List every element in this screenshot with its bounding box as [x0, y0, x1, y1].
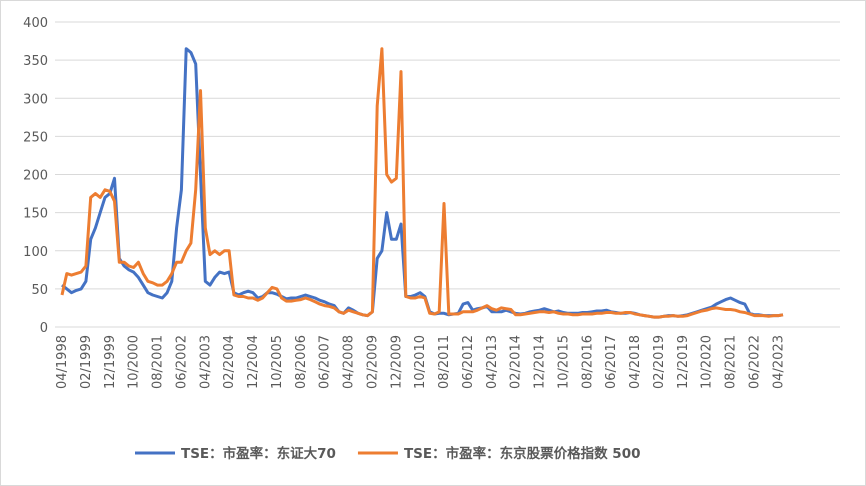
x-tick-label: 10/2005: [270, 335, 285, 389]
x-tick-label: 08/2006: [294, 335, 309, 389]
x-tick-label: 12/2019: [676, 335, 691, 389]
legend: TSE：市盈率：东证大70 TSE：市盈率：东京股票价格指数 500: [135, 445, 641, 462]
y-tick-label: 50: [31, 283, 48, 298]
x-tick-label: 06/2022: [747, 335, 762, 389]
x-tick-label: 10/2010: [413, 335, 428, 389]
x-tick-label: 12/2009: [389, 335, 404, 389]
x-tick-label: 02/2014: [509, 335, 524, 389]
x-tick-label: 08/2016: [580, 335, 595, 389]
legend-label: TSE：市盈率：东证大70: [181, 445, 336, 462]
legend-label: TSE：市盈率：东京股票价格指数 500: [404, 445, 641, 462]
x-tick-label: 12/1999: [103, 335, 118, 389]
y-tick-label: 150: [23, 207, 48, 222]
x-tick-label: 08/2011: [437, 335, 452, 389]
x-tick-label: 04/2023: [771, 335, 786, 389]
x-tick-label: 10/2015: [556, 335, 571, 389]
x-tick-label: 10/2000: [127, 335, 142, 389]
x-tick-label: 02/2019: [652, 335, 667, 389]
x-tick-label: 12/2014: [533, 335, 548, 389]
x-tick-label: 02/2009: [365, 335, 380, 389]
y-tick-label: 200: [23, 169, 48, 184]
x-tick-label: 12/2004: [246, 335, 261, 389]
x-tick-label: 08/2021: [724, 335, 739, 389]
x-tick-label: 04/2013: [485, 335, 500, 389]
x-tick-label: 02/2004: [222, 335, 237, 389]
x-tick-label: 06/2002: [174, 335, 189, 389]
x-tick-label: 04/2018: [628, 335, 643, 389]
x-tick-label: 04/2003: [198, 335, 213, 389]
x-tick-label: 06/2012: [461, 335, 476, 389]
x-tick-label: 10/2020: [700, 335, 715, 389]
x-tick-label: 04/2008: [342, 335, 357, 389]
y-tick-label: 300: [23, 92, 48, 107]
y-tick-label: 400: [23, 16, 48, 31]
x-tick-label: 02/1999: [79, 335, 94, 389]
y-tick-label: 0: [40, 321, 48, 336]
x-tick-label: 06/2017: [604, 335, 619, 389]
x-tick-label: 08/2001: [151, 335, 166, 389]
x-tick-label: 06/2007: [318, 335, 333, 389]
x-tick-label: 04/1998: [55, 335, 70, 389]
y-tick-label: 100: [23, 245, 48, 260]
y-tick-label: 250: [23, 130, 48, 145]
series-line: [60, 47, 784, 319]
y-tick-label: 350: [23, 54, 48, 69]
